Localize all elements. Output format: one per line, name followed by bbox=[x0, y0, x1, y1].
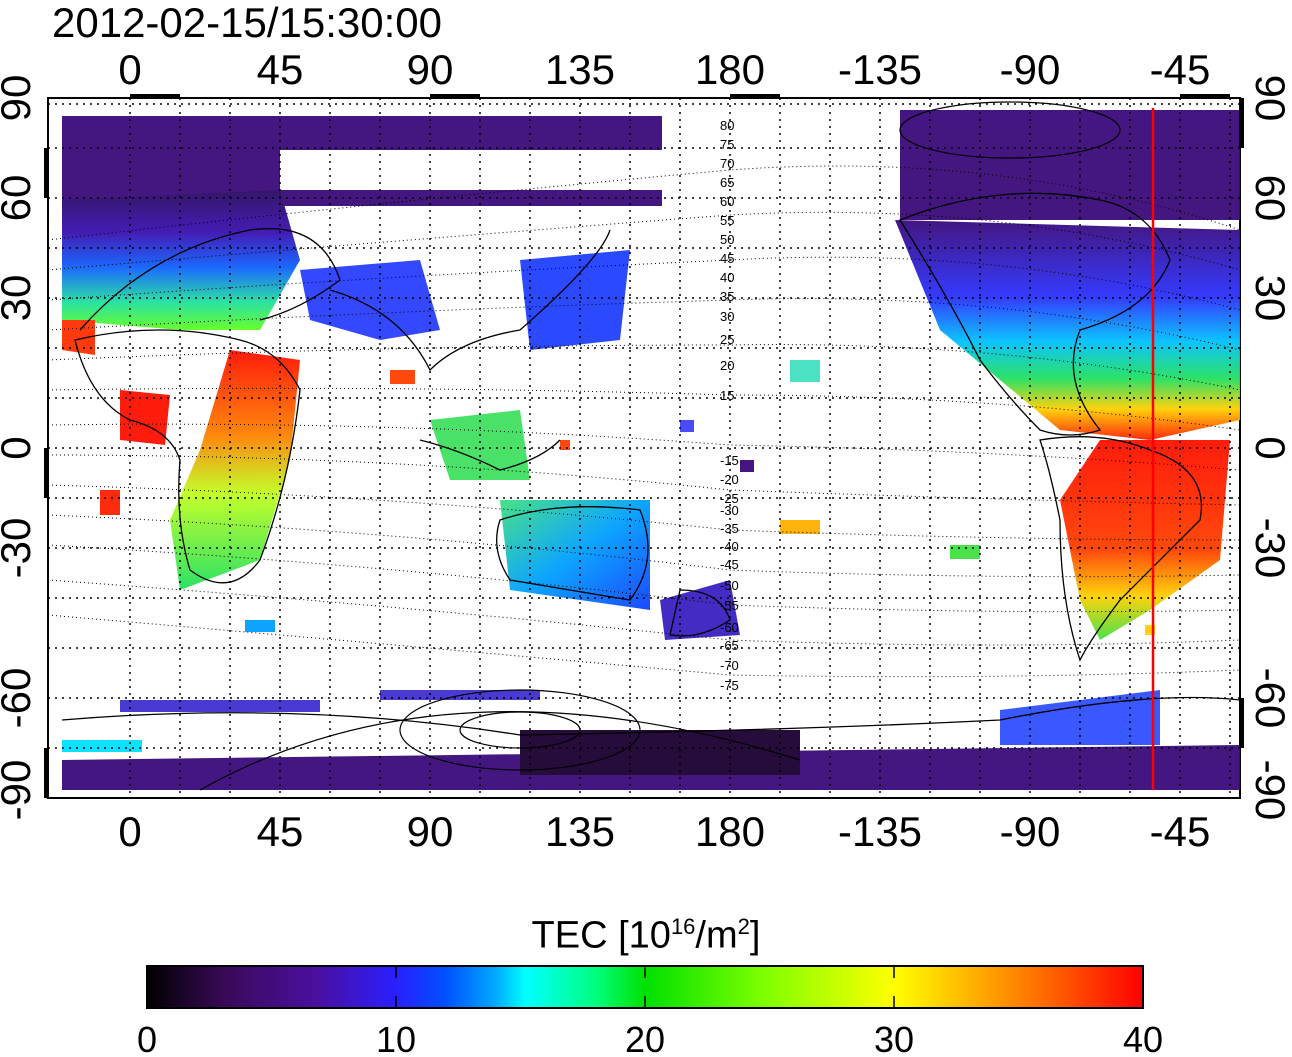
contour-label: -45 bbox=[720, 557, 739, 572]
bottom-axis-label: -45 bbox=[1150, 808, 1211, 855]
contour-label: 55 bbox=[720, 213, 734, 228]
colorbar-tick-label: 10 bbox=[376, 1019, 416, 1057]
left-axis-label: 30 bbox=[0, 275, 39, 322]
bottom-axis-label: 90 bbox=[407, 808, 454, 855]
left-axis-label: 0 bbox=[0, 436, 39, 459]
top-axis-label: -135 bbox=[838, 46, 922, 93]
colorbar-tick-label: 20 bbox=[625, 1019, 665, 1057]
right-axis-labels: 90 60 30 0 -30 -60 -90 bbox=[1247, 75, 1292, 821]
contour-labels-north: 80 75 70 65 60 55 50 45 40 35 30 25 20 15 bbox=[720, 118, 734, 403]
contour-label: 30 bbox=[720, 309, 734, 324]
top-axis-label: 0 bbox=[118, 46, 141, 93]
colorbar-title-unit: /m bbox=[695, 914, 738, 957]
colorbar-tick-label: 30 bbox=[874, 1019, 914, 1057]
top-axis-labels: 0 45 90 135 180 -135 -90 -45 bbox=[118, 46, 1210, 93]
contour-label: 50 bbox=[720, 232, 734, 247]
contour-label: 65 bbox=[720, 175, 734, 190]
bottom-axis-labels: 0 45 90 135 180 -135 -90 -45 bbox=[118, 808, 1210, 855]
frame-marks bbox=[44, 94, 1244, 798]
top-axis-label: 90 bbox=[407, 46, 454, 93]
colorbar-title-prefix: TEC [10 bbox=[531, 914, 671, 957]
left-axis-label: -60 bbox=[0, 668, 39, 729]
magnetic-contours bbox=[48, 165, 1240, 678]
contour-label: -20 bbox=[720, 472, 739, 487]
left-axis-label: 90 bbox=[0, 75, 39, 122]
contour-label: -50 bbox=[720, 578, 739, 593]
contour-label: 75 bbox=[720, 137, 734, 152]
right-axis-label: -30 bbox=[1247, 518, 1292, 579]
left-axis-labels: 90 60 30 0 -30 -60 -90 bbox=[0, 75, 39, 821]
bottom-axis-label: -90 bbox=[1000, 808, 1061, 855]
colorbar-title-suffix: ] bbox=[749, 914, 761, 957]
colorbar-tick-label: 0 bbox=[137, 1019, 157, 1057]
bottom-axis-label: 135 bbox=[545, 808, 615, 855]
colorbar-tick-labels: 0 10 20 30 40 bbox=[137, 1019, 1163, 1057]
graticule bbox=[48, 98, 1240, 798]
right-axis-label: 90 bbox=[1247, 75, 1292, 122]
colorbar-tick-label: 40 bbox=[1123, 1019, 1163, 1057]
polar-contours bbox=[199, 101, 1121, 791]
colorbar-title-exponent-2: 2 bbox=[737, 914, 750, 939]
top-axis-label: 135 bbox=[545, 46, 615, 93]
contour-label: -60 bbox=[720, 620, 739, 635]
right-axis-label: 30 bbox=[1247, 275, 1292, 322]
colorbar-title-exponent: 16 bbox=[670, 914, 696, 939]
top-axis-label: 180 bbox=[695, 46, 765, 93]
left-axis-label: -30 bbox=[0, 518, 39, 579]
coastlines bbox=[61, 192, 1240, 736]
contour-label: 40 bbox=[720, 270, 734, 285]
contour-label: -55 bbox=[720, 598, 739, 613]
bottom-axis-label: -135 bbox=[838, 808, 922, 855]
right-axis-label: -60 bbox=[1247, 668, 1292, 729]
left-axis-label: 60 bbox=[0, 175, 39, 222]
bottom-axis-label: 180 bbox=[695, 808, 765, 855]
contour-label: 60 bbox=[720, 194, 734, 209]
left-axis-label: -90 bbox=[0, 760, 39, 821]
contour-label: 20 bbox=[720, 358, 734, 373]
right-axis-label: 60 bbox=[1247, 175, 1292, 222]
contour-label: -35 bbox=[720, 521, 739, 536]
contour-label: -30 bbox=[720, 503, 739, 518]
contour-label: 25 bbox=[720, 332, 734, 347]
contour-label: -15 bbox=[720, 453, 739, 468]
contour-label: 70 bbox=[720, 156, 734, 171]
top-axis-label: -90 bbox=[1000, 46, 1061, 93]
right-axis-label: -90 bbox=[1247, 760, 1292, 821]
colorbar-title: TEC [1016/m2] bbox=[0, 905, 1292, 958]
contour-label: -75 bbox=[720, 678, 739, 693]
contour-label: 15 bbox=[720, 388, 734, 403]
bottom-axis-label: 45 bbox=[257, 808, 304, 855]
contour-label: -25 bbox=[720, 491, 739, 506]
bottom-axis-label: 0 bbox=[118, 808, 141, 855]
top-axis-label: 45 bbox=[257, 46, 304, 93]
colorbar-ticks bbox=[395, 966, 895, 1008]
top-axis-label: -45 bbox=[1150, 46, 1211, 93]
contour-label: -65 bbox=[720, 638, 739, 653]
contour-labels-south: -15 -20 -25-30 -35 -40 -45 -50 -55 -60 -65 -70 -75 bbox=[720, 453, 739, 693]
contour-label: 80 bbox=[720, 118, 734, 133]
right-axis-label: 0 bbox=[1247, 436, 1292, 459]
contour-label: -70 bbox=[720, 658, 739, 673]
contour-label: 35 bbox=[720, 289, 734, 304]
contour-label: -40 bbox=[720, 539, 739, 554]
timestamp: 2012-02-15/15:30:00 bbox=[52, 0, 442, 46]
contour-label: 45 bbox=[720, 251, 734, 266]
